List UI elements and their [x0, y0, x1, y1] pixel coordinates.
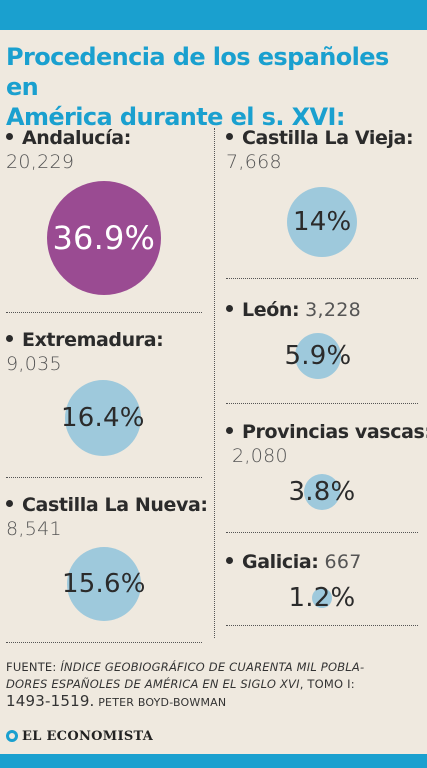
- region-count-castilla-nueva: 8,541: [6, 518, 62, 540]
- region-provincias-vascas: Provincias vascas: 2,080: [226, 420, 427, 468]
- source-years: 1493-1519.: [6, 692, 95, 710]
- source-note: FUENTE: ÍNDICE GEOBIOGRÁFICO DE CUARENTA…: [6, 659, 421, 711]
- bubble-label-0: 36.9%: [52, 219, 156, 257]
- divider: [226, 403, 418, 404]
- bullet-icon: [6, 133, 13, 140]
- region-leon: León: 3,228: [226, 298, 361, 322]
- bubble-5: [303, 473, 341, 511]
- region-count-galicia: 667: [324, 551, 362, 573]
- bubble-3: [286, 186, 358, 258]
- bubble-6: [311, 587, 333, 609]
- bubble-label-2: 15.6%: [62, 569, 146, 599]
- chart-title: Procedencia de los españoles en América …: [6, 42, 421, 132]
- region-count-extremadura: 9,035: [6, 353, 62, 375]
- region-label-extremadura: Extremadura:: [22, 329, 164, 351]
- region-count-leon: 3,228: [305, 299, 362, 321]
- bubble-label-6: 1.2%: [288, 583, 356, 613]
- bubble-4: [295, 333, 341, 379]
- bullet-icon: [226, 133, 233, 140]
- logo-icon: [6, 730, 18, 742]
- region-label-castilla-vieja: Castilla La Vieja:: [242, 127, 414, 149]
- source-prefix: FUENTE:: [6, 660, 61, 674]
- bubble-label-4: 5.9%: [284, 341, 352, 371]
- region-label-castilla-nueva: Castilla La Nueva:: [22, 494, 208, 516]
- divider: [6, 312, 202, 313]
- divider: [226, 532, 418, 533]
- bullet-icon: [6, 500, 13, 507]
- region-andalucia: Andalucía: 20,229: [6, 126, 131, 174]
- source-work-line1: ÍNDICE GEOBIOGRÁFICO DE CUARENTA MIL POB…: [60, 660, 365, 674]
- source-tomo: , TOMO I:: [299, 677, 355, 691]
- divider: [6, 642, 202, 643]
- bottom-accent-bar: [0, 754, 427, 768]
- region-castilla-vieja: Castilla La Vieja: 7,668: [226, 126, 414, 174]
- bubble-label-5: 3.8%: [288, 477, 356, 507]
- region-extremadura: Extremadura: 9,035: [6, 328, 164, 376]
- region-galicia: Galicia: 667: [226, 550, 362, 574]
- bullet-icon: [226, 427, 233, 434]
- top-accent-bar: [0, 0, 427, 30]
- region-count-castilla-vieja: 7,668: [226, 151, 282, 173]
- bullet-icon: [6, 335, 13, 342]
- bubble-2: [66, 546, 142, 622]
- title-line-2: América durante el s. XVI:: [6, 103, 345, 131]
- region-label-leon: León:: [242, 299, 300, 321]
- source-work-line2: DORES ESPAÑOLES DE AMÉRICA EN EL SIGLO X…: [6, 677, 300, 691]
- bubble-label-3: 14%: [293, 207, 352, 237]
- region-label-provincias-vascas: Provincias vascas:: [242, 421, 427, 443]
- bubble-1: [64, 379, 142, 457]
- bubble-label-1: 16.4%: [61, 403, 145, 433]
- source-author: PETER BOYD-BOWMAN: [94, 696, 227, 709]
- bullet-icon: [226, 305, 233, 312]
- region-label-galicia: Galicia:: [242, 551, 319, 573]
- region-count-provincias-vascas: 2,080: [232, 445, 288, 467]
- bubble-0: [46, 180, 162, 296]
- title-line-1: Procedencia de los españoles en: [6, 43, 389, 101]
- divider: [226, 278, 418, 279]
- column-divider: [214, 128, 215, 638]
- publisher-logo: EL ECONOMISTA: [6, 726, 153, 746]
- region-castilla-nueva: Castilla La Nueva: 8,541: [6, 493, 208, 541]
- region-label-andalucia: Andalucía:: [22, 127, 131, 149]
- divider: [6, 477, 202, 478]
- divider: [226, 625, 418, 626]
- bullet-icon: [226, 557, 233, 564]
- region-count-andalucia: 20,229: [6, 151, 75, 173]
- logo-text: EL ECONOMISTA: [22, 728, 154, 744]
